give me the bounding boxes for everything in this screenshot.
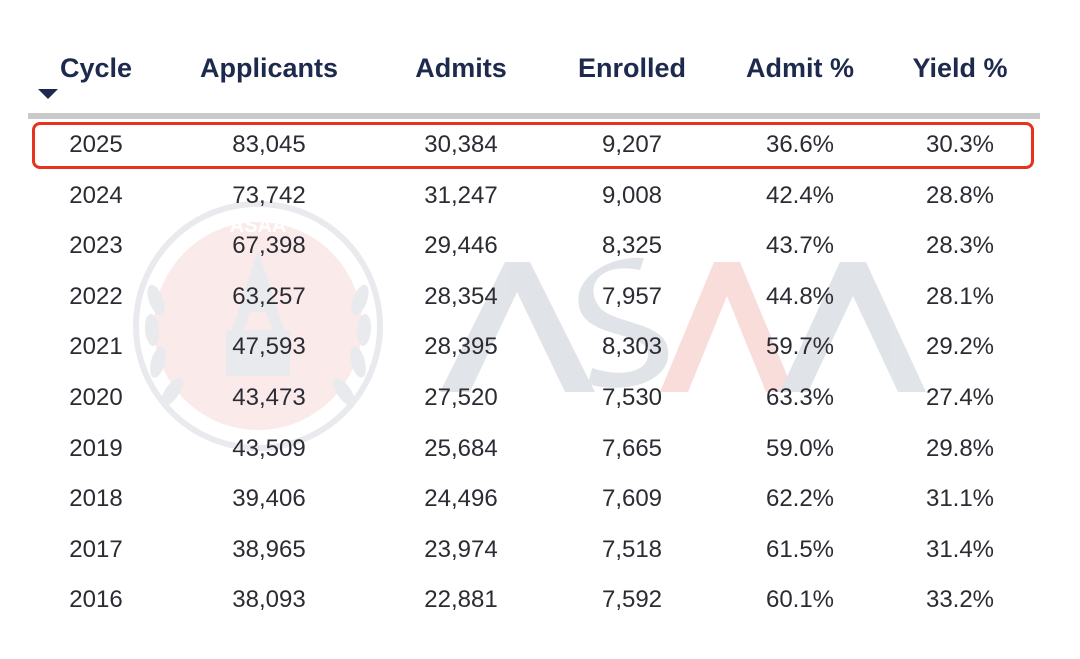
- cell-enrolled: 7,665: [601, 434, 663, 462]
- cell-yield-pct: 29.2%: [925, 333, 995, 361]
- cell-admit-pct: 61.5%: [765, 535, 835, 563]
- table-row: 2022 63,257 28,354 7,957 44.8% 28.1%: [0, 272, 1080, 322]
- cell-applicants: 67,398: [232, 232, 306, 260]
- column-header-applicants[interactable]: Applicants: [199, 53, 339, 83]
- cell-applicants: 83,045: [232, 131, 306, 158]
- cell-admits: 28,354: [424, 282, 498, 310]
- cell-cycle: 2018: [69, 485, 123, 513]
- table-row: 2024 73,742 31,247 9,008 42.4% 28.8%: [0, 171, 1080, 221]
- cell-yield-pct: 28.3%: [925, 232, 995, 260]
- cell-applicants: 39,406: [232, 485, 306, 513]
- cell-cycle: 2019: [69, 434, 123, 462]
- cell-admit-pct: 59.7%: [765, 333, 835, 361]
- cell-cycle: 2025: [69, 131, 123, 158]
- cell-yield-pct: 30.3%: [925, 131, 995, 158]
- table-row: 2020 43,473 27,520 7,530 63.3% 27.4%: [0, 373, 1080, 423]
- table-row: 2018 39,406 24,496 7,609 62.2% 31.1%: [0, 474, 1080, 524]
- cell-admits: 24,496: [424, 485, 498, 513]
- table-row: 2025 83,045 30,384 9,207 36.6% 30.3%: [0, 120, 1080, 170]
- cell-cycle: 2016: [69, 586, 123, 614]
- cell-cycle: 2023: [69, 232, 123, 260]
- cell-enrolled: 7,609: [601, 485, 663, 513]
- column-header-yield-pct[interactable]: Yield %: [912, 53, 1008, 83]
- cell-admit-pct: 63.3%: [765, 384, 835, 411]
- cell-admit-pct: 43.7%: [765, 232, 835, 260]
- cell-admit-pct: 42.4%: [765, 181, 835, 209]
- highlighted-row-outline: [32, 122, 1034, 169]
- column-header-enrolled[interactable]: Enrolled: [577, 53, 686, 83]
- cell-yield-pct: 28.1%: [925, 282, 995, 310]
- cell-applicants: 38,965: [232, 535, 306, 563]
- cell-enrolled: 7,592: [601, 586, 663, 614]
- column-header-cycle[interactable]: Cycle: [59, 53, 133, 83]
- cell-enrolled: 7,530: [601, 384, 663, 411]
- table-row: 2019 43,509 25,684 7,665 59.0% 29.8%: [0, 424, 1080, 474]
- cell-applicants: 43,473: [232, 384, 306, 411]
- column-header-admits[interactable]: Admits: [415, 53, 507, 83]
- cell-admits: 30,384: [424, 131, 498, 158]
- table-row: 2023 67,398 29,446 8,325 43.7% 28.3%: [0, 221, 1080, 271]
- cell-admits: 29,446: [424, 232, 498, 260]
- table-row: 2017 38,965 23,974 7,518 61.5% 31.4%: [0, 525, 1080, 575]
- cell-yield-pct: 33.2%: [925, 586, 995, 614]
- cell-applicants: 38,093: [232, 586, 306, 614]
- cell-admits: 28,395: [424, 333, 498, 361]
- table-body: 2025 83,045 30,384 9,207 36.6% 30.3% 2024 73,74…: [0, 120, 1080, 630]
- cell-cycle: 2021: [69, 333, 123, 361]
- cell-admit-pct: 62.2%: [765, 485, 835, 513]
- sort-descending-icon[interactable]: [38, 89, 58, 99]
- cell-admit-pct: 60.1%: [765, 586, 835, 614]
- cell-admits: 22,881: [424, 586, 498, 614]
- table-row: 2016 38,093 22,881 7,592 60.1% 33.2%: [0, 575, 1080, 625]
- cell-applicants: 73,742: [232, 181, 306, 209]
- header-divider: [28, 113, 1040, 119]
- cell-enrolled: 9,207: [601, 131, 663, 158]
- cell-admit-pct: 36.6%: [765, 131, 835, 158]
- cell-enrolled: 7,518: [601, 535, 663, 563]
- cell-cycle: 2024: [69, 181, 123, 209]
- cell-applicants: 47,593: [232, 333, 306, 361]
- cell-cycle: 2022: [69, 282, 123, 310]
- cell-yield-pct: 31.1%: [925, 485, 995, 513]
- cell-admit-pct: 59.0%: [765, 434, 835, 462]
- cell-cycle: 2020: [69, 384, 123, 411]
- cell-enrolled: 9,008: [601, 181, 663, 209]
- cell-admits: 25,684: [424, 434, 498, 462]
- cell-applicants: 63,257: [232, 282, 306, 310]
- cell-yield-pct: 28.8%: [925, 181, 995, 209]
- cell-yield-pct: 31.4%: [925, 535, 995, 563]
- table-row: 2021 47,593 28,395 8,303 59.7% 29.2%: [0, 322, 1080, 372]
- cell-admits: 31,247: [424, 181, 498, 209]
- cell-enrolled: 8,325: [601, 232, 663, 260]
- cell-yield-pct: 27.4%: [925, 384, 995, 411]
- table-header: Cycle Applicants Admits Enrolled Admit %…: [0, 0, 1080, 112]
- cell-enrolled: 7,957: [601, 282, 663, 310]
- cell-enrolled: 8,303: [601, 333, 663, 361]
- cell-admits: 27,520: [424, 384, 498, 411]
- cell-applicants: 43,509: [232, 434, 306, 462]
- cell-cycle: 2017: [69, 535, 123, 563]
- cell-yield-pct: 29.8%: [925, 434, 995, 462]
- cell-admit-pct: 44.8%: [765, 282, 835, 310]
- column-header-admit-pct[interactable]: Admit %: [746, 53, 854, 83]
- cell-admits: 23,974: [424, 535, 498, 563]
